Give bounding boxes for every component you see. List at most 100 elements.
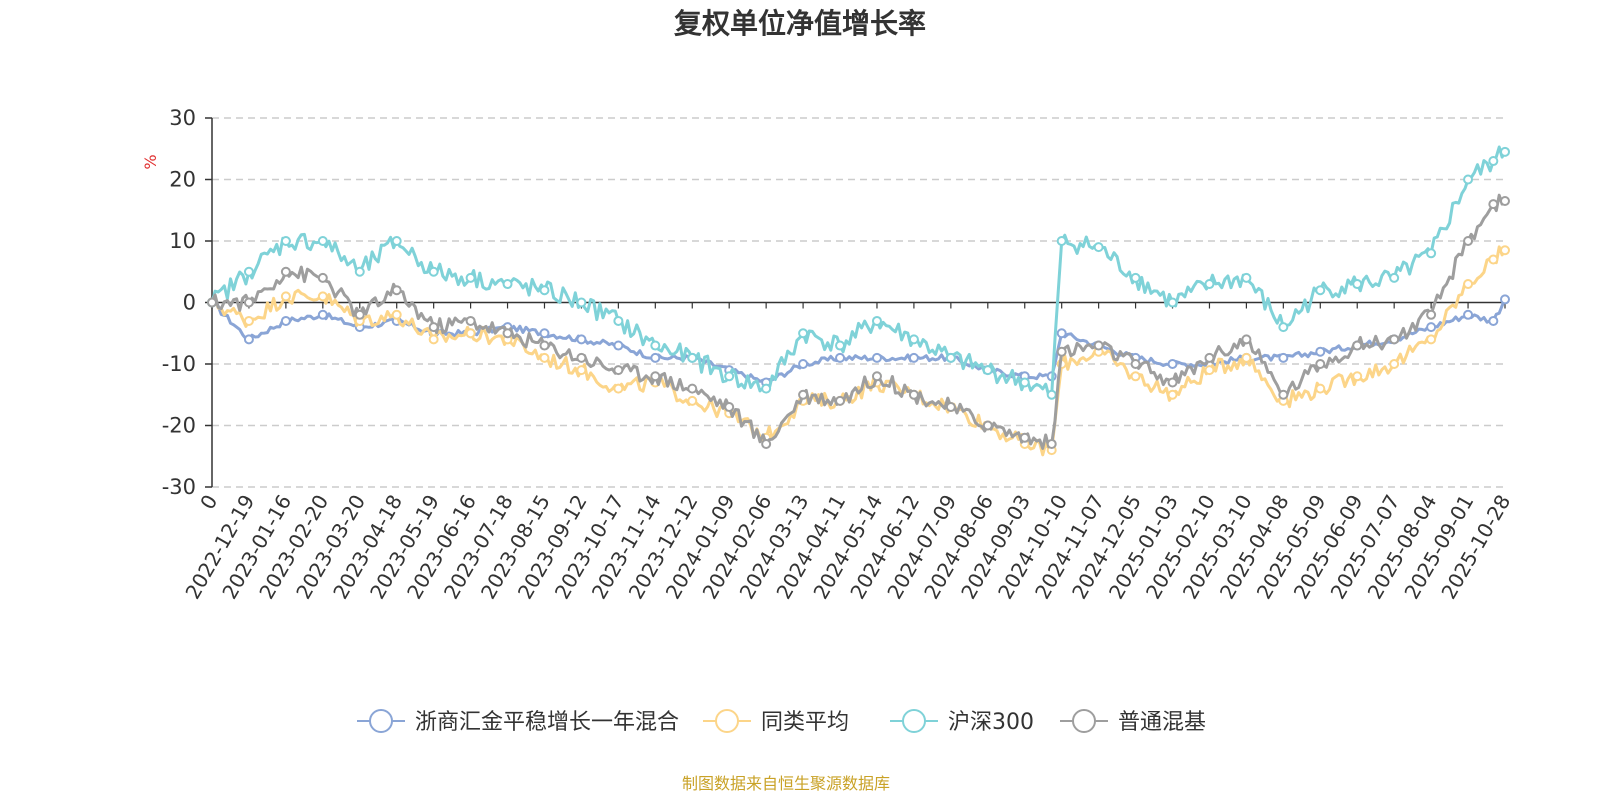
- series-point: [1488, 199, 1499, 210]
- series-point: [1167, 359, 1178, 369]
- series-point: [391, 236, 402, 246]
- legend-swatch-marker: [1072, 709, 1096, 733]
- series-point: [243, 297, 254, 308]
- series-line: [210, 145, 1507, 397]
- series-point: [1426, 334, 1437, 345]
- source-note: 制图数据来自恒生聚源数据库: [682, 774, 890, 793]
- legend-label: 普通混基: [1118, 710, 1206, 735]
- legend-swatch-marker: [902, 709, 926, 733]
- y-tick-label: 20: [169, 168, 196, 192]
- legend-swatch-marker: [369, 709, 393, 733]
- legend[interactable]: 浙商汇金平稳增长一年混合 同类平均 沪深300 普通混基: [357, 709, 1206, 735]
- series-point: [243, 334, 254, 345]
- series-point: [1056, 328, 1067, 339]
- series-point: [613, 315, 624, 326]
- x-tick-label: 0: [195, 491, 222, 514]
- series-point: [1241, 352, 1252, 363]
- series-point: [908, 389, 919, 400]
- series-point: [650, 340, 661, 351]
- series-point: [1352, 279, 1363, 290]
- series-point: [354, 266, 365, 277]
- series-point: [539, 352, 550, 363]
- legend-item[interactable]: 普通混基: [1060, 709, 1206, 735]
- series-point: [428, 334, 439, 345]
- series-point: [761, 383, 772, 394]
- series-point: [539, 285, 550, 296]
- series-point: [428, 322, 439, 333]
- y-tick-label: -10: [162, 352, 196, 376]
- series-point: [1241, 272, 1252, 283]
- series-point: [391, 309, 402, 320]
- legend-item[interactable]: 同类平均: [703, 709, 849, 735]
- series-point: [761, 438, 772, 449]
- series-point: [1463, 279, 1474, 290]
- series-point: [243, 266, 254, 277]
- series-point: [687, 352, 698, 363]
- y-tick-label: -20: [162, 414, 196, 438]
- series-point: [280, 291, 291, 302]
- series-point: [1315, 383, 1326, 394]
- series-point: [1093, 242, 1104, 253]
- series-point: [502, 328, 513, 339]
- legend-item[interactable]: 沪深300: [890, 709, 1034, 735]
- series-point: [798, 389, 809, 400]
- series-point: [1046, 389, 1057, 400]
- series-point: [1352, 340, 1363, 351]
- series-point: [207, 297, 217, 308]
- series-point: [908, 352, 919, 363]
- series-point: [724, 402, 735, 413]
- series-point: [982, 420, 993, 431]
- series-point: [1315, 285, 1326, 296]
- series-point: [576, 352, 587, 363]
- legend-label: 同类平均: [761, 710, 849, 735]
- series-point: [1389, 272, 1400, 283]
- series-point: [1130, 359, 1141, 369]
- series-lines: [207, 145, 1510, 457]
- series-point: [465, 328, 476, 339]
- series-point: [502, 279, 513, 290]
- series-point: [1204, 279, 1215, 290]
- series-point: [391, 285, 402, 296]
- series-point: [871, 371, 882, 382]
- series-point: [1426, 248, 1437, 259]
- series-point: [687, 383, 698, 394]
- series-point: [1278, 389, 1289, 400]
- series-point: [1167, 389, 1178, 400]
- series-point: [354, 309, 365, 320]
- series-point: [908, 334, 919, 345]
- series-point: [465, 315, 476, 326]
- series-point: [1278, 322, 1289, 333]
- series-point: [835, 395, 846, 406]
- series-point: [1352, 371, 1363, 382]
- axes: 3020100-10-20-3002022-12-192023-01-16202…: [162, 106, 1516, 603]
- y-tick-label: 30: [169, 106, 196, 130]
- series-point: [835, 352, 846, 363]
- series-point: [317, 272, 328, 283]
- series-point: [1130, 371, 1141, 382]
- series-point: [1389, 334, 1400, 345]
- series-point: [1500, 245, 1510, 256]
- series-point: [1056, 346, 1067, 357]
- series-point: [1046, 438, 1057, 449]
- series-point: [243, 315, 254, 326]
- series-point: [1056, 236, 1067, 246]
- y-tick-label: -30: [162, 475, 196, 499]
- legend-item[interactable]: 浙商汇金平稳增长一年混合: [357, 709, 679, 735]
- series-point: [1426, 322, 1437, 333]
- series-point: [1278, 352, 1289, 363]
- series-point: [945, 352, 956, 363]
- series-point: [945, 402, 956, 413]
- series-point: [871, 352, 882, 363]
- series-line: [210, 193, 1507, 450]
- series-point: [1315, 359, 1326, 369]
- series-point: [280, 266, 291, 277]
- series-point: [1204, 352, 1215, 363]
- series-point: [1019, 377, 1030, 388]
- series-point: [835, 340, 846, 351]
- series-point: [613, 383, 624, 394]
- series-point: [1204, 365, 1215, 376]
- series-point: [982, 365, 993, 376]
- legend-label: 沪深300: [948, 710, 1034, 735]
